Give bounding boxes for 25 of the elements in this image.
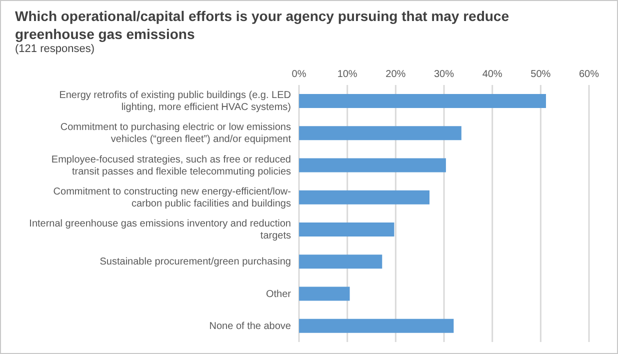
y-tick-label: Energy retrofits of existing public buildings (e.g. LED lighting, more efficient HVAC systems) xyxy=(59,90,291,113)
bar xyxy=(299,222,394,236)
text: (121 responses) xyxy=(15,43,94,55)
x-tick-label: 50% xyxy=(530,69,551,80)
y-tick-label: Commitment to purchasing electric or low emissions vehicles (“green fleet”) and/or equipment xyxy=(60,122,292,145)
bar xyxy=(299,318,454,333)
y-tick-label: Sustainable procurement/green purchasing xyxy=(100,256,291,268)
x-tick-label: 20% xyxy=(386,69,406,80)
y-tick-label: Commitment to constructing new energy-efficient/low-carbon public facilities and buildings xyxy=(53,186,291,210)
bar xyxy=(299,190,430,204)
y-tick-label: Other xyxy=(266,288,292,300)
y-tick-label: Employee-focused strategies, such as free or reduced transit passes and flexible telecommuting policies xyxy=(51,154,291,177)
y-tick-label: Internal greenhouse gas emissions inventory and reduction targets xyxy=(29,218,291,242)
bar xyxy=(299,158,446,172)
x-tick-label: 30% xyxy=(434,69,454,80)
x-tick-label: 60% xyxy=(578,69,600,80)
x-tick-label: 40% xyxy=(482,69,502,80)
chart-title: Which operational/capital efforts is your agency pursuing that may reduce greenhouse gas emissions xyxy=(15,7,510,43)
bar xyxy=(299,286,350,301)
bar xyxy=(299,94,546,108)
y-tick-label: None of the above xyxy=(209,320,292,332)
bar xyxy=(299,254,382,269)
x-tick-label: 0% xyxy=(292,69,306,80)
x-tick-label: 10% xyxy=(337,69,358,80)
bar xyxy=(299,126,462,140)
